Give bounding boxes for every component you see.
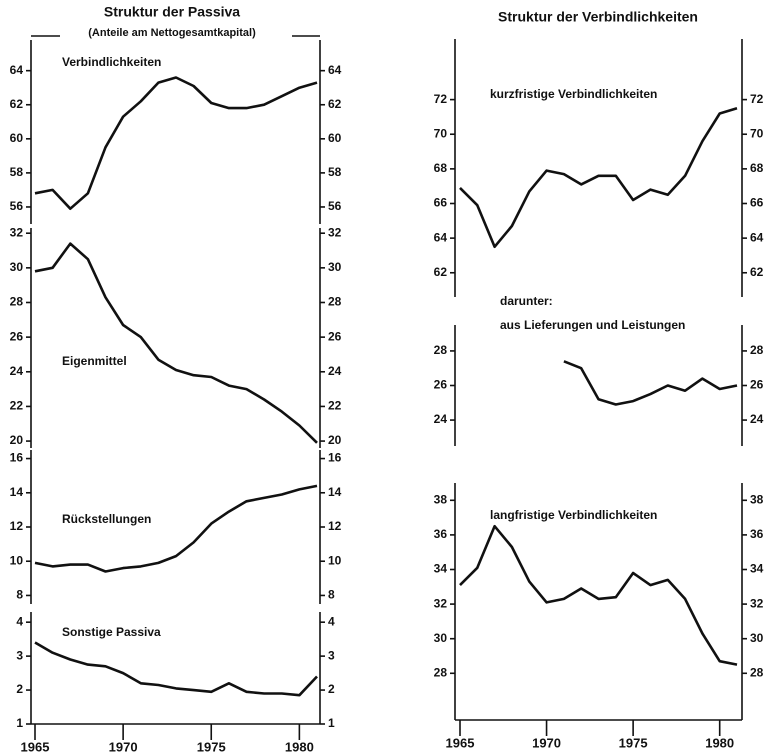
y-tick-label: 66 bbox=[750, 196, 764, 210]
y-tick-label: 62 bbox=[434, 265, 448, 279]
line-series bbox=[34, 242, 318, 444]
y-tick-label: 28 bbox=[10, 295, 24, 309]
x-tick-label: 1970 bbox=[532, 735, 561, 750]
y-tick-label: 26 bbox=[750, 378, 764, 392]
y-tick-label: 62 bbox=[328, 97, 342, 111]
series-label: Eigenmittel bbox=[62, 354, 127, 368]
line-series bbox=[459, 524, 738, 666]
y-tick-label: 20 bbox=[10, 433, 24, 447]
y-tick-label: 26 bbox=[10, 329, 24, 343]
series-label: Rückstellungen bbox=[62, 512, 151, 526]
y-tick-label: 14 bbox=[10, 485, 24, 499]
y-tick-label: 16 bbox=[10, 451, 24, 465]
y-tick-label: 36 bbox=[750, 527, 764, 541]
y-tick-label: 64 bbox=[750, 230, 764, 244]
y-tick-label: 14 bbox=[328, 485, 342, 499]
y-tick-label: 34 bbox=[750, 562, 764, 576]
y-tick-label: 28 bbox=[750, 665, 764, 679]
y-tick-label: 30 bbox=[10, 260, 24, 274]
y-tick-label: 12 bbox=[10, 519, 24, 533]
y-tick-label: 1 bbox=[328, 716, 335, 730]
y-tick-label: 32 bbox=[434, 596, 448, 610]
y-tick-label: 10 bbox=[10, 553, 24, 567]
series-label: Sonstige Passiva bbox=[62, 625, 161, 639]
y-tick-label: 38 bbox=[750, 492, 764, 506]
y-tick-label: 2 bbox=[16, 682, 23, 696]
y-tick-label: 30 bbox=[434, 631, 448, 645]
x-tick-label: 1980 bbox=[705, 735, 734, 750]
y-tick-label: 64 bbox=[434, 230, 448, 244]
y-tick-label: 32 bbox=[10, 225, 24, 239]
y-tick-label: 24 bbox=[328, 364, 342, 378]
y-tick-label: 28 bbox=[434, 343, 448, 357]
y-tick-label: 22 bbox=[10, 399, 24, 413]
left-subtitle: (Anteile am Nettogesamtkapital) bbox=[88, 27, 256, 39]
y-tick-label: 10 bbox=[328, 553, 342, 567]
left-title: Struktur der Passiva bbox=[104, 4, 240, 20]
y-tick-label: 72 bbox=[750, 92, 764, 106]
y-tick-label: 56 bbox=[328, 199, 342, 213]
x-tick-label: 1970 bbox=[109, 739, 138, 754]
y-tick-label: 16 bbox=[328, 451, 342, 465]
y-tick-label: 66 bbox=[434, 196, 448, 210]
series-label: aus Lieferungen und Leistungen bbox=[500, 318, 685, 332]
y-tick-label: 20 bbox=[328, 433, 342, 447]
y-tick-label: 32 bbox=[750, 596, 764, 610]
y-tick-label: 26 bbox=[434, 378, 448, 392]
y-tick-label: 32 bbox=[328, 225, 342, 239]
y-tick-label: 56 bbox=[10, 199, 24, 213]
right-title: Struktur der Verbindlichkeiten bbox=[498, 9, 698, 25]
y-tick-label: 24 bbox=[750, 412, 764, 426]
y-tick-label: 8 bbox=[16, 588, 23, 602]
line-series bbox=[34, 484, 318, 573]
series-label: kurzfristige Verbindlichkeiten bbox=[490, 87, 657, 101]
y-tick-label: 36 bbox=[434, 527, 448, 541]
y-tick-label: 64 bbox=[328, 63, 342, 77]
y-tick-label: 2 bbox=[328, 682, 335, 696]
y-tick-label: 64 bbox=[10, 63, 24, 77]
y-tick-label: 62 bbox=[10, 97, 24, 111]
series-label: langfristige Verbindlichkeiten bbox=[490, 508, 657, 522]
y-tick-label: 70 bbox=[434, 126, 448, 140]
y-tick-label: 8 bbox=[328, 588, 335, 602]
x-tick-label: 1965 bbox=[21, 739, 50, 754]
y-tick-label: 3 bbox=[16, 648, 23, 662]
y-tick-label: 58 bbox=[328, 165, 342, 179]
y-tick-label: 38 bbox=[434, 492, 448, 506]
series-label: Verbindlichkeiten bbox=[62, 55, 161, 69]
x-tick-label: 1975 bbox=[619, 735, 648, 750]
y-tick-label: 4 bbox=[328, 614, 335, 628]
y-tick-label: 60 bbox=[10, 131, 24, 145]
y-tick-label: 24 bbox=[10, 364, 24, 378]
y-tick-label: 12 bbox=[328, 519, 342, 533]
y-tick-label: 28 bbox=[328, 295, 342, 309]
y-tick-label: 58 bbox=[10, 165, 24, 179]
line-series bbox=[563, 360, 738, 406]
y-tick-label: 3 bbox=[328, 648, 335, 662]
y-tick-label: 22 bbox=[328, 399, 342, 413]
x-tick-label: 1965 bbox=[446, 735, 475, 750]
y-tick-label: 24 bbox=[434, 412, 448, 426]
y-tick-label: 34 bbox=[434, 562, 448, 576]
y-tick-label: 26 bbox=[328, 329, 342, 343]
y-tick-label: 28 bbox=[434, 665, 448, 679]
y-tick-label: 30 bbox=[328, 260, 342, 274]
x-tick-label: 1980 bbox=[285, 739, 314, 754]
y-tick-label: 28 bbox=[750, 343, 764, 357]
y-tick-label: 70 bbox=[750, 126, 764, 140]
y-tick-label: 4 bbox=[16, 614, 23, 628]
y-tick-label: 62 bbox=[750, 265, 764, 279]
y-tick-label: 68 bbox=[434, 161, 448, 175]
y-tick-label: 72 bbox=[434, 92, 448, 106]
line-series bbox=[34, 641, 318, 697]
series-label: darunter: bbox=[500, 294, 553, 308]
y-tick-label: 68 bbox=[750, 161, 764, 175]
y-tick-label: 30 bbox=[750, 631, 764, 645]
y-tick-label: 60 bbox=[328, 131, 342, 145]
line-series bbox=[34, 76, 318, 210]
y-tick-label: 1 bbox=[16, 716, 23, 730]
x-tick-label: 1975 bbox=[197, 739, 226, 754]
line-series bbox=[459, 107, 738, 249]
